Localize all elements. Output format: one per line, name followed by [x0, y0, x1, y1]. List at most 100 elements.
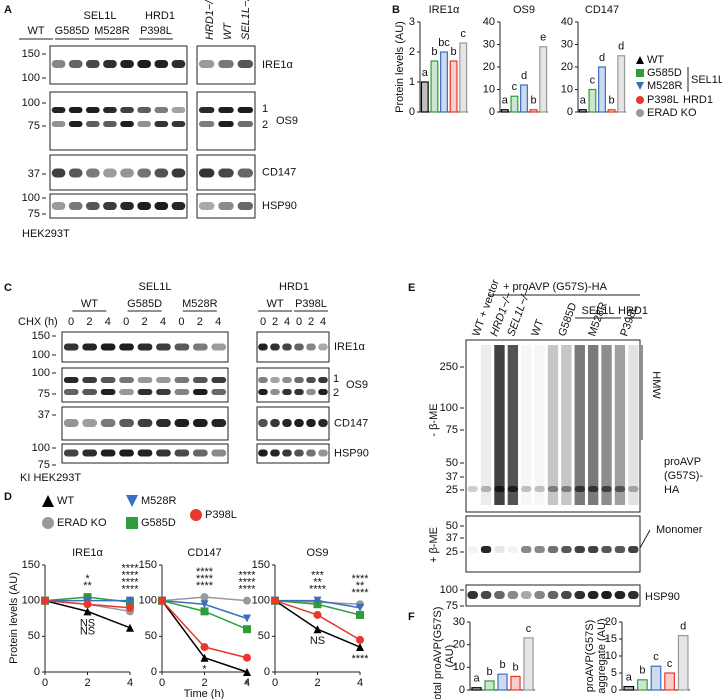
band — [270, 343, 280, 351]
protein-label: HSP90 — [334, 447, 369, 459]
band — [137, 343, 153, 351]
band — [51, 168, 66, 178]
band — [85, 168, 100, 178]
significance-letter: c — [653, 651, 659, 663]
bar — [523, 637, 534, 691]
band-label: 1 — [333, 373, 339, 385]
smear — [614, 345, 626, 505]
mw-marker: 150 — [32, 330, 50, 342]
band — [601, 546, 612, 553]
point — [356, 635, 364, 644]
group-label: HRD1 — [618, 305, 648, 317]
cell-line: KI HEK293T — [20, 472, 81, 484]
legend-marker — [636, 109, 644, 117]
band — [211, 377, 227, 383]
smear — [587, 345, 599, 505]
bar — [539, 46, 548, 113]
legend-label: WT — [57, 495, 74, 507]
lane-label: SEL1L−/− — [240, 0, 252, 40]
bar — [598, 66, 606, 113]
significance-letter: d — [521, 70, 527, 82]
mw-marker: 25 — [446, 484, 458, 496]
legend-label: M528R — [141, 495, 177, 507]
bar — [650, 665, 662, 691]
x-tick-label: 2 — [84, 677, 90, 689]
time-label: 4 — [215, 316, 221, 328]
y-tick-label: 3 — [409, 16, 415, 28]
monomer-label: Monomer — [656, 524, 703, 536]
significance: **** — [196, 580, 214, 592]
band — [211, 343, 227, 351]
blot — [256, 443, 330, 464]
significance-letter: e — [540, 32, 546, 44]
legend-group: HRD1 — [683, 94, 713, 106]
band — [82, 419, 98, 427]
significance: **** — [121, 563, 139, 575]
band — [218, 202, 234, 210]
y-tick-label: 2 — [409, 46, 415, 58]
band — [154, 121, 169, 127]
band — [587, 486, 599, 492]
bar — [623, 685, 635, 691]
x-tick-label: 0 — [272, 677, 278, 689]
point — [243, 596, 251, 605]
mw-marker: 50 — [446, 520, 458, 532]
band — [120, 60, 134, 68]
time-label: 0 — [260, 316, 266, 328]
significance: ** — [83, 580, 92, 592]
y-tick-label: 0 — [151, 666, 157, 678]
band — [100, 343, 116, 351]
bar — [617, 55, 626, 113]
lane-label: HRD1−/− — [204, 0, 216, 40]
point — [158, 596, 166, 605]
protein-label: HSP90 — [645, 591, 680, 603]
group-label: SEL1L — [138, 281, 171, 293]
hmw-label: HMW — [650, 371, 662, 399]
time-label: 0 — [296, 316, 302, 328]
header: + proAVP (G57S)-HA — [503, 281, 607, 293]
y-tick-label: 15 — [605, 633, 617, 645]
band — [294, 389, 304, 395]
y-tick-label: 5 — [611, 667, 617, 679]
legend-label: G585D — [647, 67, 682, 79]
band — [561, 486, 572, 492]
band — [507, 546, 519, 553]
significance: **** — [121, 584, 139, 596]
band — [137, 389, 153, 395]
significance: **** — [196, 566, 214, 578]
band — [494, 486, 505, 492]
legend-marker — [636, 56, 644, 64]
band — [156, 449, 171, 457]
legend-marker — [42, 495, 54, 507]
band — [154, 202, 169, 210]
significance-letter: b — [499, 659, 505, 671]
panel-letter: B — [392, 4, 400, 16]
band — [614, 486, 626, 492]
subplot-title: CD147 — [187, 547, 221, 559]
band — [318, 419, 328, 427]
significance-letter: a — [580, 95, 587, 107]
band — [282, 419, 292, 427]
band — [480, 591, 492, 599]
y-tick-label: 0 — [264, 666, 270, 678]
bar — [529, 109, 538, 113]
point — [313, 596, 322, 605]
point — [83, 600, 92, 609]
significance-letter: d — [618, 41, 624, 53]
y-tick-label: 30 — [561, 38, 573, 50]
band — [198, 202, 215, 210]
mw-marker: 37 — [38, 409, 50, 421]
mw-marker: 100 — [440, 402, 458, 414]
significance-letter: b — [431, 46, 437, 58]
band — [156, 343, 171, 351]
x-tick-label: 4 — [127, 677, 133, 689]
band — [154, 107, 169, 113]
blot — [256, 331, 330, 363]
bar — [449, 60, 458, 113]
time-label: 0 — [123, 316, 129, 328]
bar — [588, 88, 597, 113]
time-label: 4 — [160, 316, 166, 328]
time-label: 2 — [308, 316, 314, 328]
band — [494, 546, 505, 553]
time-label: 2 — [86, 316, 92, 328]
